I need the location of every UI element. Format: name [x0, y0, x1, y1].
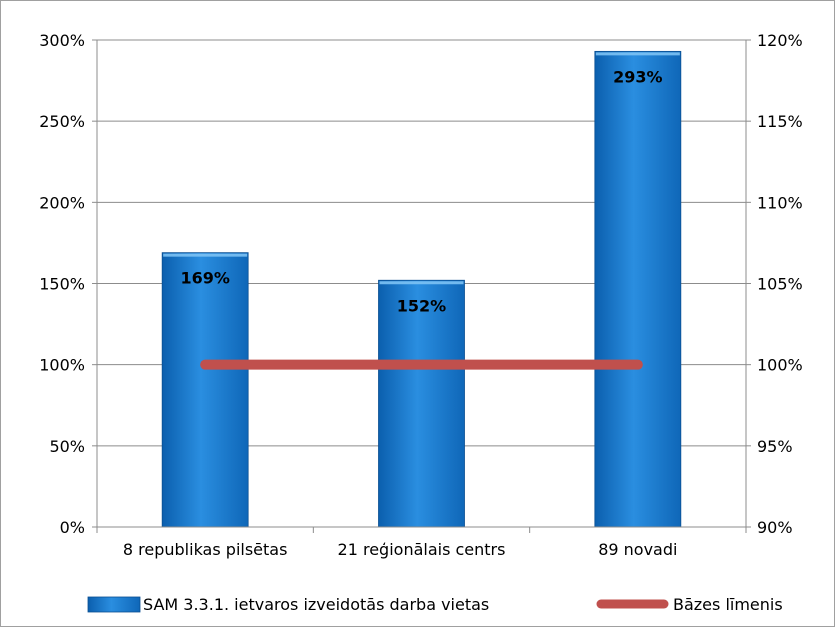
y-right-tick-label: 110% — [757, 193, 803, 212]
axes: 0% 50% 100% 150% 200% 250% 300% 90% 95% 100% 105% 1… — [39, 31, 803, 559]
y-left-tick-label: 250% — [39, 112, 85, 131]
bar-top-highlight — [163, 253, 248, 257]
legend-swatch-bar — [87, 596, 141, 613]
legend-label-line: Bāzes līmenis — [673, 595, 783, 614]
bars — [161, 50, 682, 528]
legend: SAM 3.3.1. ietvaros izveidotās darba vie… — [87, 595, 783, 614]
y-right-tick-label: 120% — [757, 31, 803, 50]
y-left-tick-label: 50% — [49, 437, 85, 456]
x-tick-label: 21 reģionālais centrs — [338, 540, 506, 559]
bar — [161, 252, 249, 528]
y-left-tick-label: 100% — [39, 356, 85, 375]
bar-data-label: 293% — [613, 67, 662, 86]
y-right-tick-label: 90% — [757, 518, 793, 537]
bar-data-label: 152% — [397, 296, 446, 315]
y-right-tick-label: 95% — [757, 437, 793, 456]
y-left-tick-label: 300% — [39, 31, 85, 50]
bar — [594, 50, 682, 528]
bar-data-label: 169% — [180, 269, 229, 288]
y-right-tick-label: 100% — [757, 356, 803, 375]
data-labels: 169% 152% 293% — [180, 67, 662, 315]
y-left-tick-label: 150% — [39, 275, 85, 294]
y-left-tick-label: 0% — [60, 518, 85, 537]
y-right-tick-label: 105% — [757, 275, 803, 294]
y-right-tick-label: 115% — [757, 112, 803, 131]
y-left-tick-label: 200% — [39, 193, 85, 212]
bar — [378, 279, 465, 528]
x-tick-label: 89 novadi — [598, 540, 677, 559]
x-tick-label: 8 republikas pilsētas — [123, 540, 288, 559]
bar-top-highlight — [595, 52, 680, 56]
bar-top-highlight — [379, 281, 464, 285]
legend-label-bar: SAM 3.3.1. ietvaros izveidotās darba vie… — [143, 595, 489, 614]
